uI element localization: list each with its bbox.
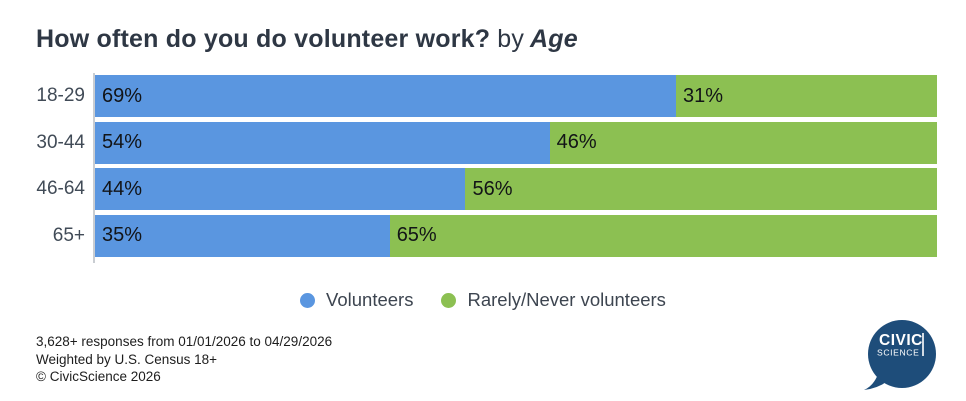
logo-bubble-tail-icon — [864, 371, 890, 390]
bar-segment-rarely-never-volunteers[interactable]: 46% — [549, 121, 937, 164]
bar-value-label: 44% — [102, 177, 143, 200]
logo-text-science: SCIENCE — [877, 348, 919, 358]
civicscience-logo[interactable]: CIVIC SCIENCE — [860, 312, 940, 396]
chart-title-group: Age — [530, 25, 578, 53]
bar-value-label: 65% — [396, 224, 437, 246]
bar-value-label: 54% — [102, 131, 143, 153]
legend-dot-icon — [441, 292, 457, 308]
bar-value-label: 31% — [682, 84, 723, 107]
chart-title-question: How often do you do volunteer work? — [36, 25, 491, 53]
bar-track: 35% 65% — [95, 214, 937, 257]
legend-dot-icon — [300, 292, 316, 308]
category-label: 18-29 — [36, 85, 85, 106]
bar-value-label: 35% — [102, 224, 143, 246]
bar-value-label: 69% — [102, 84, 143, 107]
legend-item-volunteers[interactable]: Volunteers — [300, 289, 413, 311]
logo-text-civic: CIVIC — [879, 332, 923, 349]
logo-bubble-icon — [868, 320, 936, 388]
chart-title-connector: by — [497, 25, 525, 53]
chart-rows: 18-29 69% 31% 30-44 54% 46% 46-64 44% 56% 65+ 35% 6… — [0, 75, 966, 261]
bar-segment-volunteers[interactable]: 54% — [95, 121, 550, 164]
bar-segment-volunteers[interactable]: 69% — [95, 75, 676, 117]
legend-label: Volunteers — [326, 289, 414, 310]
category-label: 65+ — [52, 224, 85, 246]
legend-label: Rarely/Never volunteers — [467, 289, 666, 310]
chart-title: How often do you do volunteer work? by Age — [36, 24, 578, 54]
chart-row: 18-29 69% 31% — [0, 75, 966, 117]
chart-legend: Volunteers Rarely/Never volunteers — [0, 289, 966, 311]
bar-value-label: 56% — [472, 177, 513, 200]
bar-track: 54% 46% — [95, 121, 937, 164]
y-axis-line — [93, 73, 95, 263]
bar-track: 44% 56% — [95, 168, 937, 210]
bar-segment-volunteers[interactable]: 35% — [95, 214, 390, 257]
bar-segment-volunteers[interactable]: 44% — [95, 168, 466, 210]
footnote-copyright: © CivicScience 2026 — [36, 369, 161, 384]
footnote-responses: 3,628+ responses from 01/01/2026 to 04/2… — [36, 334, 333, 349]
chart-row: 65+ 35% 65% — [0, 214, 966, 257]
footnote-weighting: Weighted by U.S. Census 18+ — [36, 351, 217, 367]
bar-value-label: 46% — [556, 131, 597, 153]
bar-segment-rarely-never-volunteers[interactable]: 31% — [675, 75, 937, 117]
chart-footnotes: 3,628+ responses from 01/01/2026 to 04/2… — [36, 333, 332, 386]
category-label: 46-64 — [36, 178, 85, 199]
chart-row: 46-64 44% 56% — [0, 168, 966, 210]
chart-row: 30-44 54% 46% — [0, 121, 966, 164]
bar-segment-rarely-never-volunteers[interactable]: 65% — [389, 214, 937, 257]
bar-segment-rarely-never-volunteers[interactable]: 56% — [465, 168, 937, 210]
legend-item-rarely-never-volunteers[interactable]: Rarely/Never volunteers — [441, 289, 666, 311]
bar-track: 69% 31% — [95, 75, 937, 117]
category-label: 30-44 — [36, 131, 85, 153]
